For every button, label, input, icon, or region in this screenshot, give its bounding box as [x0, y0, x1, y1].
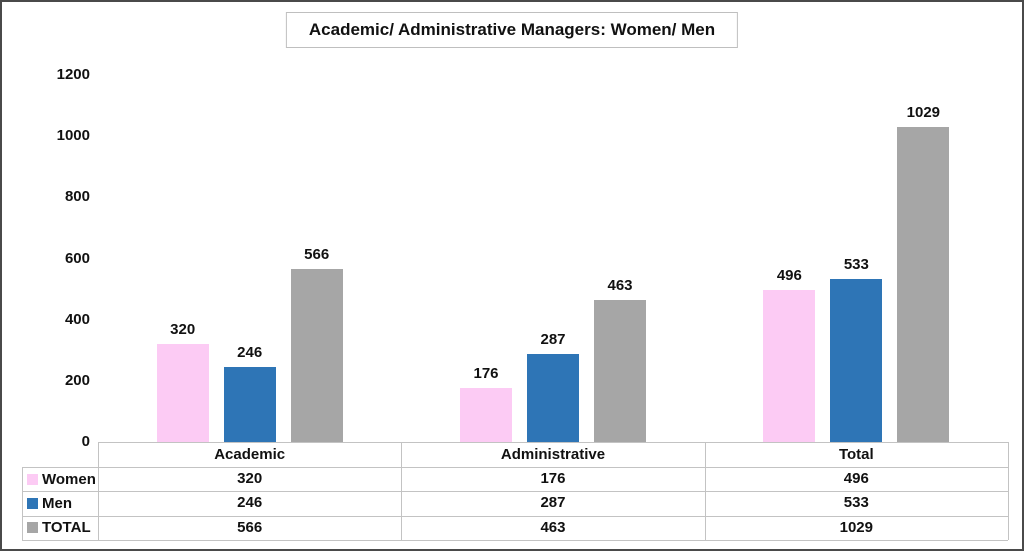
- bar-women-administrative: [460, 388, 512, 442]
- table-value-cell: 533: [843, 494, 869, 512]
- table-value-cell: 176: [540, 470, 566, 487]
- bar-value-label: 566: [304, 245, 330, 263]
- legend-series-label: Men: [42, 494, 72, 512]
- legend-key-men: Men: [22, 491, 98, 515]
- category-header-cell: Administrative: [500, 446, 606, 463]
- table-value-cell: 1029: [839, 518, 873, 536]
- legend-color-swatch-icon: [27, 473, 38, 485]
- table-value-cell: 463: [540, 518, 566, 536]
- table-left-line: [22, 467, 23, 540]
- legend-series-label: TOTAL: [42, 519, 91, 537]
- table-bottom-line: [22, 540, 1008, 541]
- table-column-line: [401, 442, 403, 540]
- table-value-cell: 496: [843, 470, 869, 487]
- bar-men-administrative: [527, 354, 579, 442]
- table-value-cell: 246: [237, 494, 263, 512]
- bar-value-label: 320: [170, 321, 196, 339]
- table-value-cell: 566: [237, 518, 263, 536]
- bar-women-total: [763, 290, 816, 442]
- bar-value-label: 496: [776, 267, 802, 285]
- y-axis-tick-label: 1000: [56, 127, 90, 145]
- category-header-cell: Academic: [214, 446, 286, 463]
- category-header-cell: Total: [838, 446, 874, 463]
- x-axis-line: [98, 442, 1008, 443]
- bar-women-academic: [156, 344, 209, 442]
- table-row-line: [22, 515, 1008, 517]
- y-axis-tick-label: 1200: [56, 66, 90, 83]
- bar-total-academic: [290, 268, 343, 442]
- bar-men-total: [830, 278, 883, 442]
- y-axis-tick-label: 600: [64, 249, 90, 267]
- legend-series-label: Women: [42, 470, 96, 488]
- legend-color-swatch-icon: [27, 522, 38, 534]
- bar-value-label: 1029: [906, 104, 941, 122]
- table-column-line: [98, 442, 99, 540]
- table-row-line: [22, 467, 1008, 468]
- table-row-line: [22, 491, 1008, 493]
- bar-total-total: [897, 127, 950, 442]
- table-value-cell: 287: [540, 494, 566, 512]
- chart-title: Academic/ Administrative Managers: Women…: [285, 12, 739, 48]
- legend-key-women: Women: [22, 467, 98, 491]
- table-right-line: [1008, 442, 1009, 540]
- y-axis-tick-label: 800: [64, 188, 90, 206]
- bar-total-administrative: [594, 300, 646, 442]
- bar-value-label: 463: [607, 277, 633, 295]
- y-axis-tick-label: 200: [64, 371, 90, 389]
- y-axis-tick-label: 400: [64, 310, 90, 328]
- bar-value-label: 176: [473, 365, 499, 383]
- bar-value-label: 533: [843, 255, 869, 273]
- legend-key-total: TOTAL: [22, 516, 98, 540]
- table-column-line: [704, 442, 706, 540]
- bar-value-label: 287: [540, 331, 566, 349]
- bar-value-label: 246: [237, 343, 263, 361]
- legend-color-swatch-icon: [27, 497, 38, 509]
- table-value-cell: 320: [237, 470, 263, 487]
- bar-men-academic: [223, 366, 276, 442]
- y-axis-tick-label: 0: [81, 433, 90, 450]
